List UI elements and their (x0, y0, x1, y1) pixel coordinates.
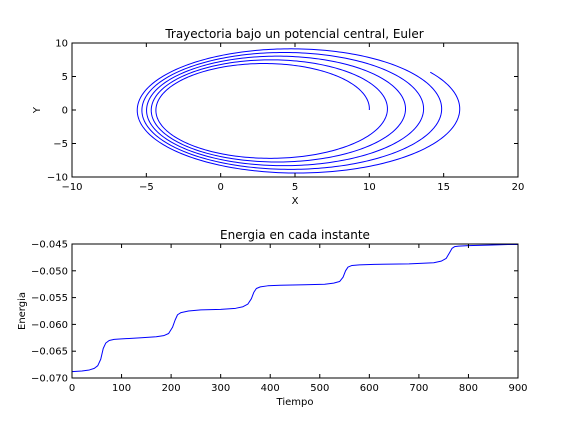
energy-ytick-label: −0.045 (31, 240, 68, 251)
energy-xtick-label: 400 (261, 383, 280, 394)
trajectory-xtick-label: 0 (217, 182, 223, 193)
trajectory-xtick-label: 20 (512, 182, 525, 193)
energy-xtick-label: 500 (310, 383, 329, 394)
trajectory-xtick-label: −10 (61, 182, 82, 193)
energy-xtick-label: 0 (69, 383, 75, 394)
energy-xlabel: Tiempo (276, 397, 314, 408)
trajectory-title: Trayectoria bajo un potencial central, E… (164, 27, 423, 41)
trajectory-ytick-label: −10 (47, 173, 68, 184)
trajectory-xtick-label: −5 (139, 182, 154, 193)
energy-ytick-label: −0.070 (31, 374, 68, 385)
energy-title: Energia en cada instante (220, 228, 370, 242)
energy-xtick-label: 700 (409, 383, 428, 394)
trajectory-ytick-label: −5 (53, 139, 68, 150)
trajectory-ytick-label: 0 (62, 106, 68, 117)
energy-xtick-label: 800 (459, 383, 478, 394)
trajectory-xtick-label: 5 (292, 182, 298, 193)
energy-xtick-label: 200 (162, 383, 181, 394)
trajectory-ytick-label: 10 (55, 39, 68, 50)
energy-ytick-label: −0.060 (31, 320, 68, 331)
trajectory-xtick-label: 10 (363, 182, 376, 193)
trajectory-ytick-label: 5 (62, 72, 68, 83)
energy-xtick-label: 600 (360, 383, 379, 394)
energy-xtick-label: 100 (112, 383, 131, 394)
energy-ytick-label: −0.055 (31, 293, 68, 304)
energy-ytick-label: −0.065 (31, 347, 68, 358)
energy-plot-area (72, 244, 518, 378)
trajectory-ylabel: Y (32, 106, 43, 114)
energy-ylabel: Energia (17, 292, 28, 330)
energy-ytick-label: −0.050 (31, 266, 68, 277)
trajectory-xlabel: X (292, 196, 299, 207)
energy-xtick-label: 900 (508, 383, 527, 394)
trajectory-xtick-label: 15 (437, 182, 450, 193)
energy-xtick-label: 300 (211, 383, 230, 394)
